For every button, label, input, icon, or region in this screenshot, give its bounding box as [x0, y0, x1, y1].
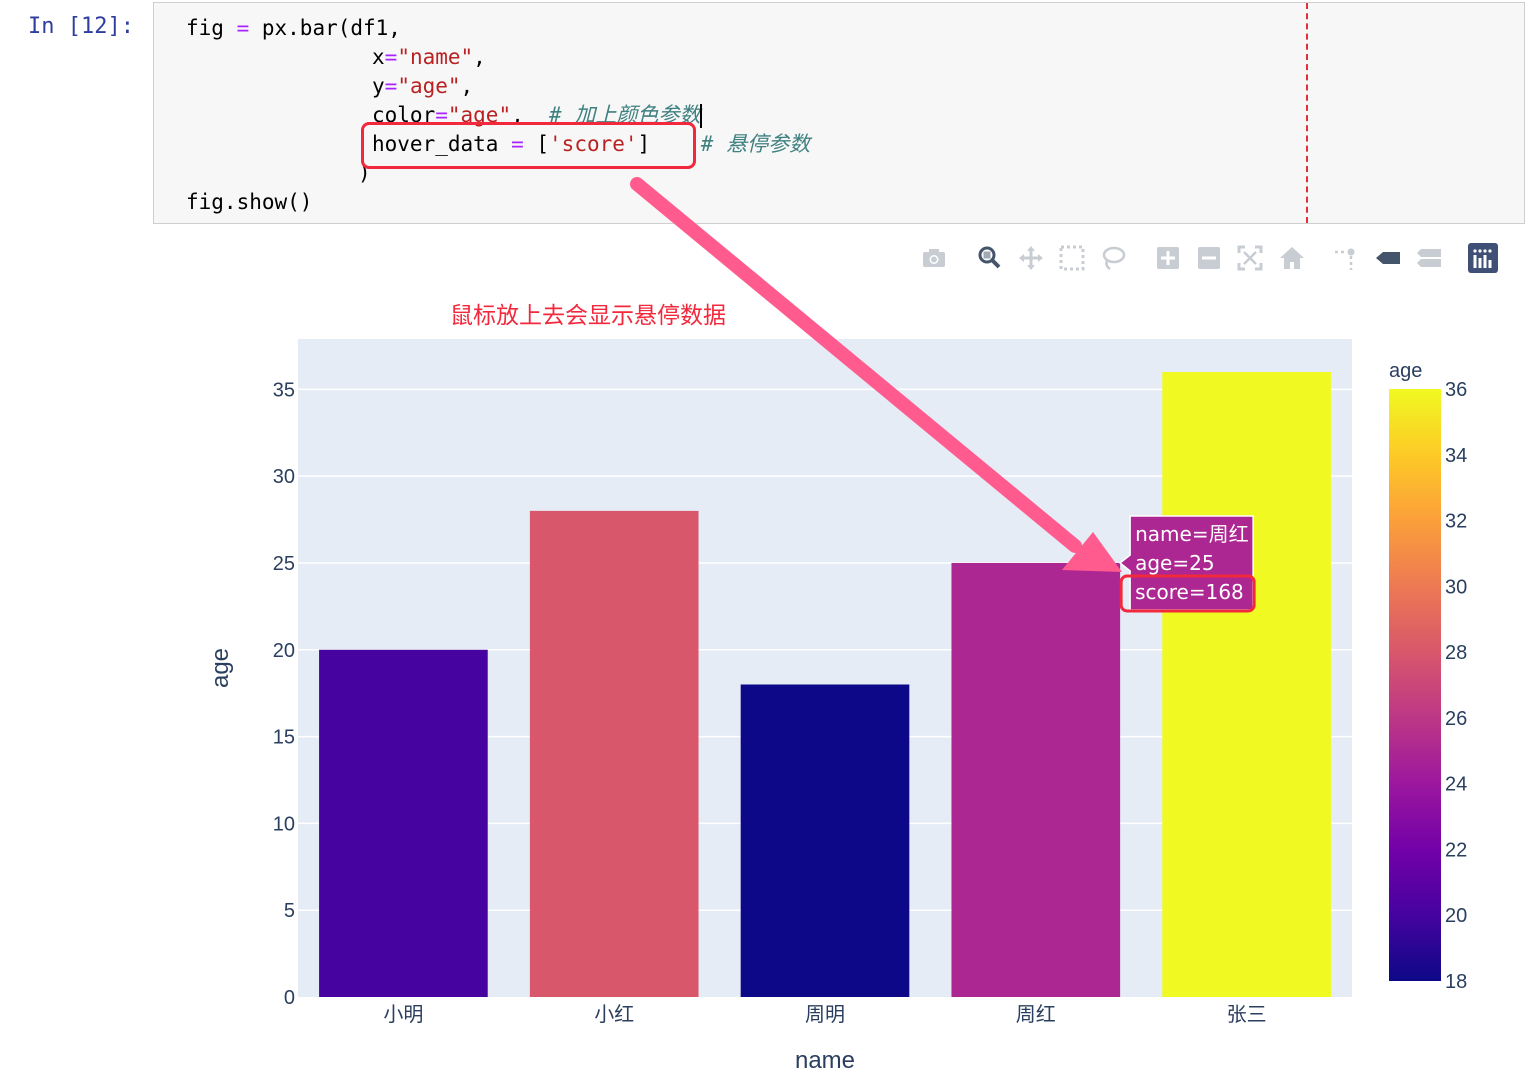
- spike-lines-icon[interactable]: [1333, 244, 1361, 272]
- colorbar-tick-label: 20: [1445, 905, 1467, 927]
- hover-tooltip: name=周红 age=25 score=168: [1118, 515, 1256, 613]
- x-tick-label: 小红: [594, 1002, 634, 1026]
- zoom-icon[interactable]: [975, 244, 1003, 272]
- autoscale-icon[interactable]: [1236, 244, 1264, 272]
- y-tick-label: 5: [284, 900, 295, 922]
- y-tick-label: 25: [273, 553, 295, 575]
- colorbar-tick-label: 18: [1445, 971, 1467, 993]
- code-line-3: y="age",: [372, 74, 474, 98]
- reset-axes-icon[interactable]: [1278, 244, 1306, 272]
- y-tick-label: 20: [273, 640, 295, 662]
- lasso-select-icon[interactable]: [1099, 244, 1127, 272]
- code-line-5: hover_data = ['score'] # 悬停参数: [372, 132, 811, 156]
- y-axis-title: age: [207, 648, 234, 688]
- plotly-logo-icon[interactable]: [1468, 243, 1498, 273]
- hover-compare-icon[interactable]: [1415, 244, 1443, 272]
- colorbar-tick-label: 36: [1445, 379, 1467, 401]
- hover-closest-icon[interactable]: [1374, 244, 1402, 272]
- colorbar-tick-label: 28: [1445, 642, 1467, 664]
- y-tick-label: 10: [273, 813, 295, 835]
- colorbar-tick-label: 30: [1445, 576, 1467, 598]
- bar[interactable]: [1162, 371, 1331, 997]
- pan-icon[interactable]: [1017, 244, 1045, 272]
- hover-line-name: name=周红: [1135, 522, 1248, 546]
- code-cell[interactable]: fig = px.bar(df1, x="name", y="age", col…: [153, 2, 1525, 224]
- colorbar-tick-label: 32: [1445, 511, 1467, 533]
- colorbar-tick-label: 22: [1445, 839, 1467, 861]
- score-highlight-box: [1119, 574, 1256, 613]
- hover-line-score: score=168: [1135, 580, 1244, 604]
- hover-data-highlight-box: [361, 122, 696, 169]
- colorbar-tick-labels: 18 20 22 24 26 28 30 32 34 36: [1445, 379, 1467, 993]
- box-select-icon[interactable]: [1058, 244, 1086, 272]
- cell-prompt: In [12]:: [28, 14, 134, 39]
- hover-line-age: age=25: [1135, 551, 1214, 575]
- code-line-2: x="name",: [372, 45, 486, 69]
- x-tick-label: 张三: [1227, 1002, 1267, 1026]
- bar[interactable]: [529, 510, 699, 997]
- bars-group: [319, 371, 1331, 997]
- y-tick-label: 30: [273, 466, 295, 488]
- bar[interactable]: [319, 649, 488, 997]
- text-cursor: [700, 104, 703, 128]
- camera-icon[interactable]: [920, 244, 948, 272]
- colorbar-tick-label: 26: [1445, 708, 1467, 730]
- x-tick-label: 小明: [383, 1002, 423, 1026]
- y-tick-label: 0: [284, 987, 295, 1009]
- y-tick-label: 35: [273, 379, 295, 401]
- x-tick-label: 周明: [805, 1002, 845, 1026]
- bar[interactable]: [951, 562, 1121, 997]
- colorbar-title: age: [1389, 360, 1422, 382]
- colorbar-tick-label: 34: [1445, 445, 1467, 467]
- hover-annotation-text: 鼠标放上去会显示悬停数据: [450, 302, 726, 328]
- x-tick-label: 周红: [1016, 1002, 1056, 1026]
- y-tick-label: 15: [273, 727, 295, 749]
- zoom-out-icon[interactable]: [1195, 244, 1223, 272]
- x-tick-labels: 小明 小红 周明 周红 张三: [383, 1002, 1266, 1026]
- colorbar: [1389, 389, 1441, 981]
- plotly-modebar: [0, 240, 1530, 276]
- x-axis-title: name: [795, 1047, 855, 1074]
- colorbar-tick-label: 24: [1445, 774, 1467, 796]
- annotation-arrow: [630, 177, 1122, 572]
- code-line-7: fig.show(): [186, 190, 313, 214]
- zoom-in-icon[interactable]: [1154, 244, 1182, 272]
- line-length-ruler: [1306, 3, 1308, 223]
- code-line-1: fig = px.bar(df1,: [186, 16, 401, 40]
- bar[interactable]: [740, 684, 910, 997]
- y-tick-labels: 0 5 10 15 20 25 30 35: [273, 379, 295, 1009]
